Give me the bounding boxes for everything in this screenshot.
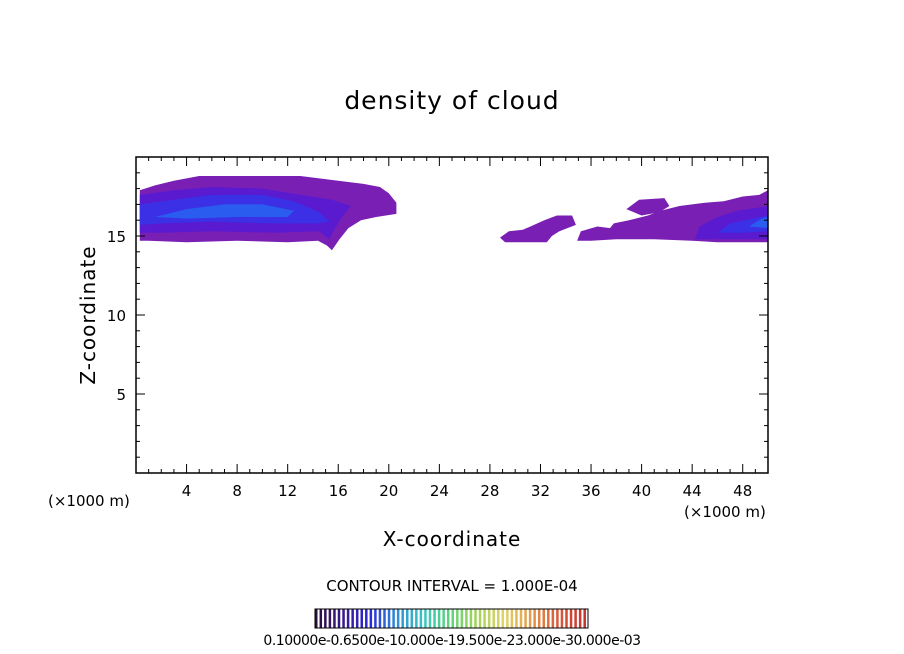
colorbar-stripe (537, 609, 541, 628)
colorbar (314, 608, 589, 629)
colorbar-stripe (424, 609, 427, 628)
colorbar-stripe (551, 609, 555, 628)
colorbar-stripe (547, 609, 550, 628)
colorbar-stripe (433, 609, 436, 628)
colorbar-stripe (392, 609, 395, 628)
colorbar-labels: 0.10000e-0.6500e-10.000e-19.500e-23.000e… (263, 633, 641, 649)
colorbar-stripe (542, 609, 545, 628)
colorbar-stripe (565, 609, 568, 628)
chart-title: density of cloud (344, 86, 560, 115)
contour-region-cloud-west-core-peak (155, 204, 294, 219)
colorbar-stripe (328, 609, 332, 628)
axis-ticks (136, 157, 768, 473)
y-tick-label: 10 (107, 307, 126, 325)
x-tick-label: 24 (430, 482, 449, 500)
colorbar-stripe (578, 609, 582, 628)
colorbar-stripe (355, 609, 359, 628)
colorbar-stripe (369, 609, 373, 628)
colorbar-stripe (501, 609, 505, 628)
contour-region-cloud-east-core-peak (749, 217, 768, 229)
colorbar-stripe (515, 609, 518, 628)
colorbar-stripe (456, 609, 459, 628)
colorbar-stripe (533, 609, 536, 628)
colorbar-stripe (324, 609, 327, 628)
colorbar-stripe (556, 609, 559, 628)
contour-interval-text: CONTOUR INTERVAL = 1.000E-04 (326, 577, 578, 595)
x-axis-label: X-coordinate (382, 527, 522, 551)
colorbar-stripe (387, 609, 391, 628)
colorbar-stripe (497, 609, 500, 628)
colorbar-stripe (351, 609, 354, 628)
colorbar-stripe (574, 609, 577, 628)
colorbar-stripe (365, 609, 368, 628)
y-tick-label: 5 (116, 386, 126, 404)
colorbar-stripe (583, 609, 586, 628)
colorbar-stripe (378, 609, 382, 628)
colorbar-stripe (437, 609, 441, 628)
colorbar-stripe (342, 609, 345, 628)
x-tick-label: 48 (733, 482, 752, 500)
contour-fills (139, 176, 768, 251)
x-tick-label: 20 (379, 482, 398, 500)
colorbar-stripe (478, 609, 482, 628)
x-tick-label: 8 (232, 482, 242, 500)
contour-region-cloud-east-core-high (717, 215, 768, 233)
colorbar-stripe (560, 609, 564, 628)
colorbar-stripe (333, 609, 336, 628)
colorbar-stripe (428, 609, 432, 628)
colorbar-stripe (337, 609, 341, 628)
contour-region-cloud-east-small-1 (500, 215, 576, 243)
x-tick-label: 4 (182, 482, 192, 500)
x-tick-label: 36 (581, 482, 600, 500)
colorbar-stripe (487, 609, 491, 628)
x-unit-left: (×1000 m) (48, 492, 130, 510)
contour-region-cloud-east-upper (626, 198, 670, 216)
colorbar-stripe (492, 609, 495, 628)
colorbar-stripe (419, 609, 423, 628)
x-tick-label: 32 (531, 482, 550, 500)
colorbar-stripe (396, 609, 400, 628)
colorbar-stripe (460, 609, 464, 628)
colorbar-stripe (451, 609, 454, 628)
colorbar-stripe (469, 609, 473, 628)
colorbar-stripe (528, 609, 532, 628)
colorbar-stripe (374, 609, 377, 628)
colorbar-stripe (474, 609, 477, 628)
colorbar-stripe (506, 609, 509, 628)
colorbar-stripe (483, 609, 486, 628)
colorbar-stripe (319, 609, 323, 628)
colorbar-stripe (519, 609, 523, 628)
colorbar-stripe (524, 609, 527, 628)
colorbar-stripe (510, 609, 514, 628)
colorbar-stripe (569, 609, 573, 628)
colorbar-stripe (315, 609, 318, 628)
colorbar-stripe (406, 609, 409, 628)
y-tick-label: 15 (107, 228, 126, 246)
x-tick-label: 28 (480, 482, 499, 500)
x-tick-label: 40 (632, 482, 651, 500)
colorbar-stripe (446, 609, 450, 628)
colorbar-stripe (410, 609, 414, 628)
x-tick-label: 16 (329, 482, 348, 500)
x-unit-right: (×1000 m) (684, 503, 766, 521)
colorbar-stripe (415, 609, 418, 628)
colorbar-stripe (442, 609, 445, 628)
colorbar-stripe (360, 609, 363, 628)
x-tick-label: 12 (278, 482, 297, 500)
colorbar-stripe (465, 609, 468, 628)
colorbar-stripe (401, 609, 404, 628)
y-axis-label: Z-coordinate (76, 245, 100, 385)
colorbar-stripe (383, 609, 386, 628)
colorbar-frame (314, 608, 589, 629)
x-tick-label: 44 (683, 482, 702, 500)
colorbar-stripe (346, 609, 350, 628)
